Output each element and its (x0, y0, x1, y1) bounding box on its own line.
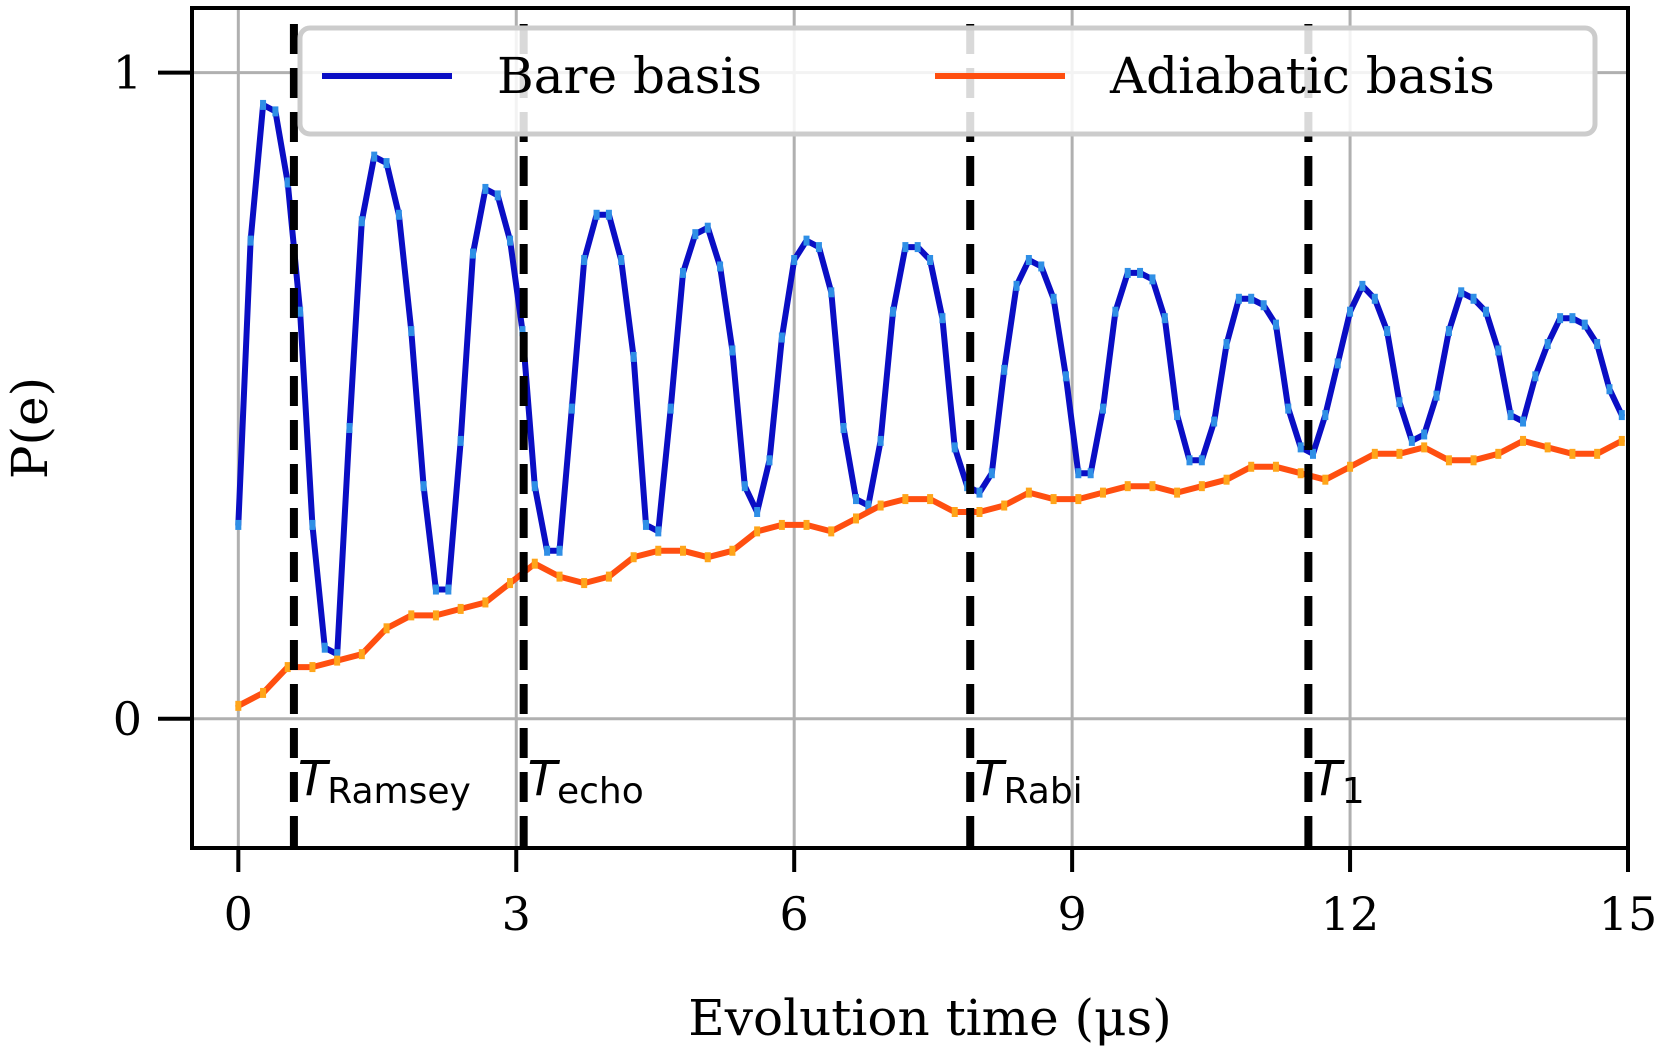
x-axis-title: Evolution time (μs) (688, 989, 1171, 1047)
x-tick-label: 3 (502, 887, 531, 941)
series-line-adiabatic-basis (235, 437, 1625, 709)
x-tick-label: 9 (1057, 887, 1086, 941)
x-tick-label: 0 (224, 887, 253, 941)
plot-frame (190, 6, 1630, 850)
legend-label: Bare basis (497, 47, 762, 105)
vertical-marker-label: T1 (1312, 751, 1364, 812)
x-tick-label: 12 (1321, 887, 1380, 941)
series-line-bare-basis (235, 101, 1625, 658)
x-tick-label: 15 (1599, 887, 1658, 941)
series-layer (235, 99, 1625, 711)
legend: Bare basis Adiabatic basis (297, 25, 1598, 137)
tick-layer: 0 3 6 9 12 15 0 1 (113, 46, 1658, 941)
y-tick-label: 1 (113, 46, 142, 100)
x-tick-label: 6 (780, 887, 809, 941)
vertical-marker-label: TRabi (974, 751, 1082, 812)
vertical-marker-label: Techo (528, 751, 644, 812)
legend-box (297, 25, 1598, 137)
y-axis-title: P(e) (1, 377, 59, 479)
vertical-marker-label: TRamsey (298, 751, 471, 812)
legend-label: Adiabatic basis (1109, 47, 1495, 105)
y-tick-label: 0 (113, 692, 142, 746)
vertical-lines-layer: TRamsey Techo TRabi T1 (289, 24, 1365, 848)
